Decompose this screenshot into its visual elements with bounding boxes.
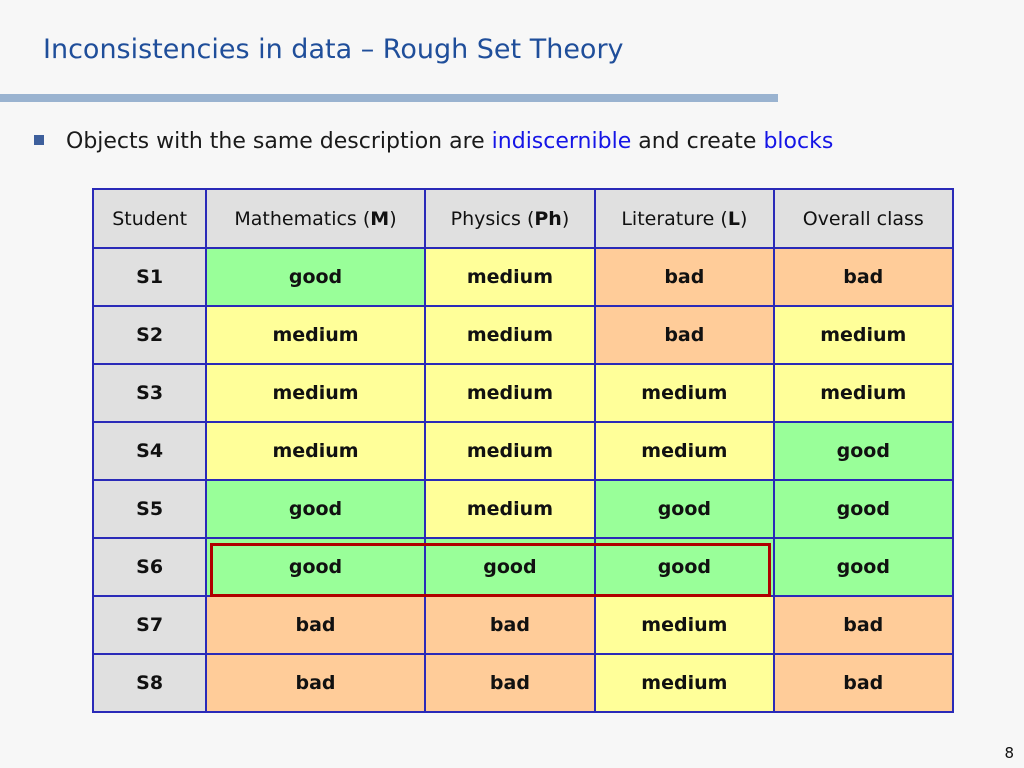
grade-cell: medium — [594, 595, 775, 655]
student-id-cell: S1 — [91, 247, 208, 307]
column-header: Literature (L) — [594, 188, 775, 249]
table-row: S5 good medium good good — [91, 479, 955, 539]
highlight-term-indiscernible: indiscernible — [491, 129, 632, 154]
column-header-label: Physics ( — [450, 207, 535, 230]
column-header: Mathematics (M) — [205, 188, 426, 249]
student-id-cell: S8 — [91, 653, 208, 713]
table-header-row: Student Mathematics (M) Physics (Ph) Litera… — [91, 188, 955, 249]
table-row: S6 good good good good — [91, 537, 955, 597]
grade-cell: medium — [205, 305, 426, 365]
column-header-suffix: ) — [739, 207, 748, 230]
grade-cell: medium — [772, 305, 955, 365]
highlight-term-blocks: blocks — [763, 129, 834, 154]
column-header-label: Student — [112, 207, 188, 230]
page-number: 8 — [1004, 744, 1014, 762]
column-header: Physics (Ph) — [423, 188, 597, 249]
table-row: S8 bad bad medium bad — [91, 653, 955, 713]
grade-cell: bad — [772, 653, 955, 713]
grade-cell: bad — [594, 247, 775, 307]
grade-cell: medium — [423, 305, 597, 365]
grade-cell: bad — [594, 305, 775, 365]
grade-cell: bad — [772, 595, 955, 655]
student-id-cell: S3 — [91, 363, 208, 423]
grade-cell: medium — [594, 653, 775, 713]
column-header-label: Literature ( — [621, 207, 728, 230]
table-row: S4 medium medium medium good — [91, 421, 955, 481]
grade-cell: bad — [205, 653, 426, 713]
table-body: S1 good medium bad bad S2 medium medium bad mediu… — [91, 247, 955, 713]
column-header: Overall class — [772, 188, 955, 249]
bullet-text-middle: and create — [631, 129, 764, 154]
grade-cell: medium — [423, 421, 597, 481]
grade-cell: good — [205, 247, 426, 307]
grade-cell: bad — [772, 247, 955, 307]
grade-cell: medium — [594, 421, 775, 481]
grade-cell: medium — [423, 479, 597, 539]
table-row: S1 good medium bad bad — [91, 247, 955, 307]
title-underline — [0, 94, 778, 102]
column-header-code: L — [727, 207, 740, 230]
student-id-cell: S2 — [91, 305, 208, 365]
grade-cell: good — [772, 537, 955, 597]
grade-cell: good — [594, 479, 775, 539]
column-header: Student — [91, 188, 208, 249]
table-row: S3 medium medium medium medium — [91, 363, 955, 423]
column-header-code: M — [370, 207, 390, 230]
student-id-cell: S6 — [91, 537, 208, 597]
grade-cell: medium — [205, 363, 426, 423]
column-header-label: Mathematics ( — [234, 207, 371, 230]
grade-cell: good — [205, 537, 426, 597]
student-id-cell: S4 — [91, 421, 208, 481]
grade-cell: medium — [423, 363, 597, 423]
grade-cell: good — [423, 537, 597, 597]
student-grades-table: Student Mathematics (M) Physics (Ph) Litera… — [91, 188, 955, 713]
student-id-cell: S7 — [91, 595, 208, 655]
table-row: S7 bad bad medium bad — [91, 595, 955, 655]
bullet-item: Objects with the same description are in… — [34, 129, 833, 154]
grade-cell: medium — [594, 363, 775, 423]
grade-cell: bad — [423, 595, 597, 655]
column-header-suffix: ) — [561, 207, 570, 230]
column-header-suffix: ) — [389, 207, 397, 230]
column-header-code: Ph — [534, 207, 562, 230]
grade-cell: medium — [772, 363, 955, 423]
grade-cell: bad — [423, 653, 597, 713]
grade-cell: good — [594, 537, 775, 597]
grade-cell: good — [205, 479, 426, 539]
bullet-text-prefix: Objects with the same description are — [66, 129, 492, 154]
grade-cell: medium — [205, 421, 426, 481]
slide-title: Inconsistencies in data – Rough Set Theo… — [43, 34, 624, 65]
table-row: S2 medium medium bad medium — [91, 305, 955, 365]
student-id-cell: S5 — [91, 479, 208, 539]
grade-cell: medium — [423, 247, 597, 307]
column-header-label: Overall class — [802, 207, 924, 230]
grade-cell: good — [772, 479, 955, 539]
grade-cell: good — [772, 421, 955, 481]
grade-cell: bad — [205, 595, 426, 655]
square-bullet-icon — [34, 135, 44, 145]
